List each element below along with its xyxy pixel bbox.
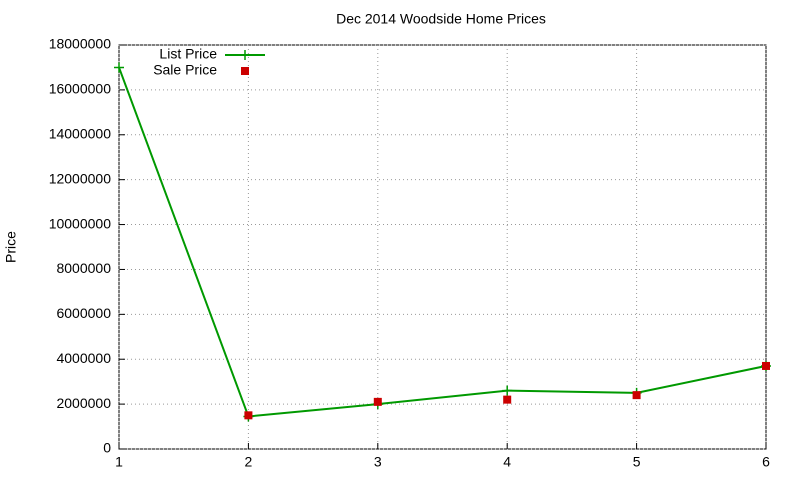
y-tick-label: 16000000 (49, 81, 112, 97)
x-tick-label: 3 (374, 454, 382, 470)
point-marker (114, 62, 124, 73)
series-line (118, 67, 767, 418)
y-tick-label: 14000000 (49, 125, 112, 141)
y-tick-label: 2000000 (56, 395, 111, 411)
x-tick-label: 5 (633, 454, 641, 470)
point-marker (373, 397, 382, 406)
x-tick-label: 2 (245, 454, 253, 470)
y-tick-label: 0 (103, 440, 111, 456)
y-tick-label: 6000000 (56, 305, 111, 321)
x-tick-label: 1 (115, 454, 123, 470)
y-tick-label: 18000000 (49, 36, 112, 52)
plot-frame (118, 44, 767, 450)
x-tick-label: 6 (762, 454, 770, 470)
legend-swatch (240, 50, 250, 60)
legend-label: List Price (159, 46, 217, 62)
y-tick-label: 4000000 (56, 350, 111, 366)
y-tick-label: 10000000 (49, 215, 112, 231)
x-tick-label: 4 (503, 454, 511, 470)
point-marker (632, 391, 641, 400)
point-marker (244, 411, 253, 420)
chart-title: Dec 2014 Woodside Home Prices (336, 11, 546, 27)
point-marker (762, 361, 770, 370)
y-tick-label: 12000000 (49, 170, 112, 186)
y-tick-label: 8000000 (56, 260, 111, 276)
point-marker (503, 395, 512, 404)
legend-label: Sale Price (153, 62, 217, 78)
point-marker (502, 385, 513, 396)
y-axis-label: Price (3, 231, 19, 263)
legend-swatch (241, 67, 249, 75)
